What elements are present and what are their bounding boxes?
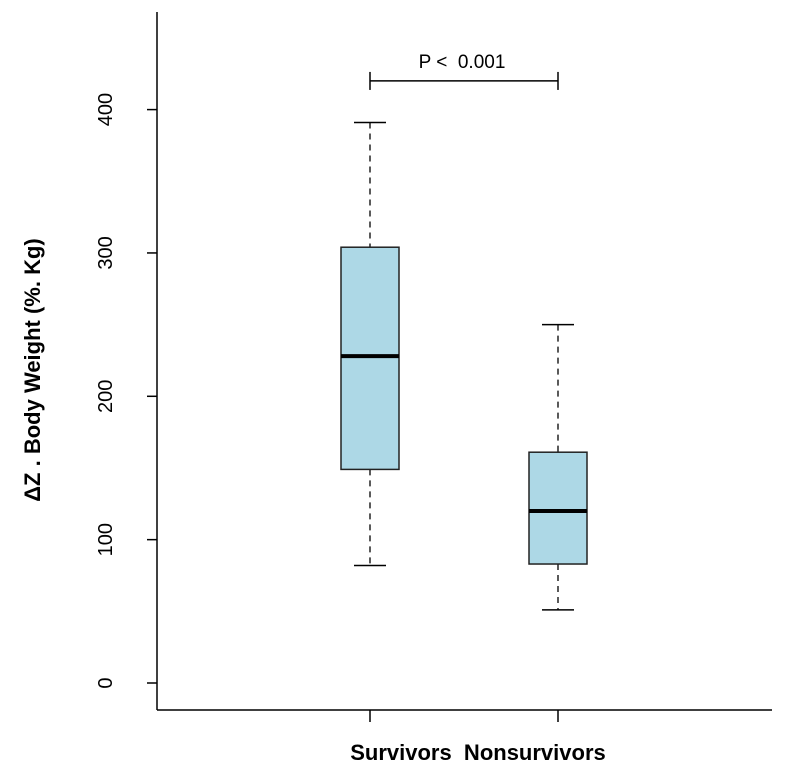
iqr-box <box>528 451 588 565</box>
y-ticks: 0 100 200 300 400 <box>95 93 157 689</box>
p-value-label: P < 0.001 <box>419 52 506 73</box>
y-tick-label: 300 <box>95 236 117 269</box>
x-ticks <box>369 710 559 722</box>
box-series <box>340 121 588 611</box>
y-tick-label: 100 <box>95 523 117 556</box>
category-labels: Survivors Nonsurvivors <box>350 740 606 765</box>
significance-annotation: P < 0.001 <box>369 52 559 90</box>
box-nonsurvivors <box>528 323 588 611</box>
box-survivors <box>340 121 400 567</box>
y-axis-title: ΔZ . Body Weight (%. Kg) <box>20 238 45 502</box>
iqr-box <box>340 246 400 471</box>
y-tick-label: 400 <box>95 93 117 126</box>
plot-axes <box>156 12 772 711</box>
y-tick-label: 200 <box>95 380 117 413</box>
y-tick-label: 0 <box>95 677 117 688</box>
